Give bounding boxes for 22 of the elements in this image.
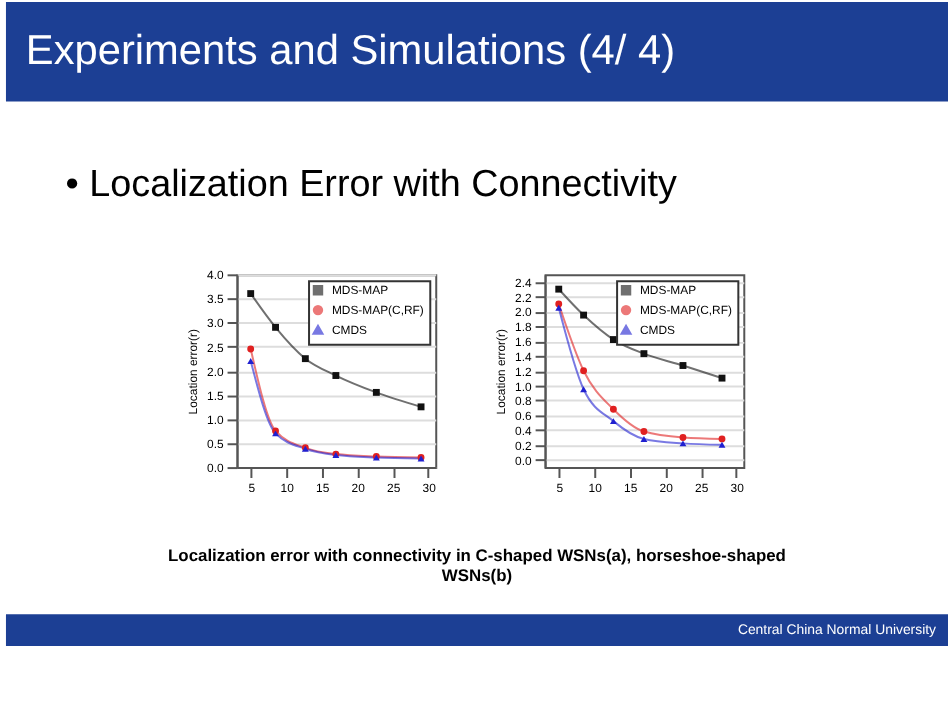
chart-subtitle: • Localization Error with Connectivity — [65, 163, 678, 206]
point — [679, 434, 687, 441]
chart-title: Experiments and Simulations (4/ 4) — [25, 27, 676, 74]
point — [718, 441, 726, 448]
point — [580, 311, 588, 319]
point — [301, 355, 309, 363]
point — [609, 405, 617, 413]
point — [580, 386, 588, 393]
point — [718, 435, 726, 443]
point — [640, 428, 648, 435]
point — [609, 418, 617, 425]
point — [640, 350, 648, 358]
point — [247, 345, 255, 353]
point — [555, 285, 563, 293]
point — [372, 388, 380, 396]
point — [247, 290, 255, 298]
point — [580, 367, 588, 375]
text: Localization error with connectivity in C-shaped WSNs(a), horseshoe-shaped WSNs(b) — [168, 544, 786, 586]
point — [272, 323, 279, 331]
point — [332, 372, 340, 379]
point — [247, 358, 255, 365]
point — [640, 435, 648, 442]
